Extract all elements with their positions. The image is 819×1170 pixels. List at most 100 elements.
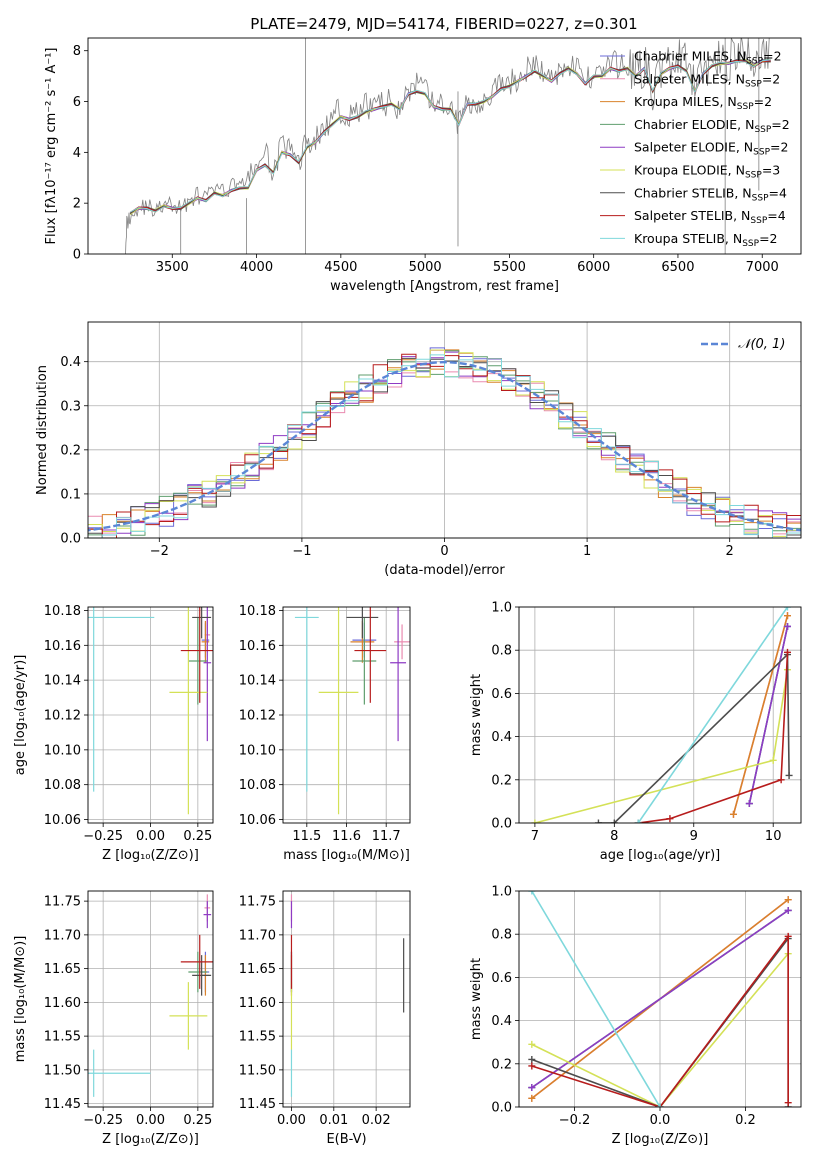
mass-weight-marker [784,932,792,940]
y-tick-label: 0.0 [491,1101,512,1116]
x-tick-label: 0 [440,544,448,559]
axes-frame [87,606,214,824]
legend-label: Chabrier STELIB, NSSP=4 [634,185,787,203]
y-tick-label: 10.10 [239,743,276,758]
x-tick-label: −0.25 [83,829,123,844]
mass-weight-marker [769,756,777,764]
mass-weight-line [732,615,789,815]
mass-weight-marker [785,771,793,779]
x-tick-label: 4000 [240,260,273,275]
mass-weight-marker [784,906,792,914]
legend-nssp: =2 [762,71,780,86]
legend-label: Salpeter STELIB, NSSP=4 [634,208,786,226]
x-tick-label: 6500 [661,260,694,275]
x-axis-label: Z [log₁₀(Z/Z⊙)] [612,1132,709,1147]
x-tick-label: 0.25 [183,1113,212,1128]
gaussian-legend-label: 𝒩(0, 1) [738,337,785,352]
y-tick-label: 11.45 [239,1097,276,1112]
x-tick-label: 7 [531,829,539,844]
mass-weight-marker [777,776,785,784]
axes-spectrum: 3500 4000 4500 5000 5500 6000 6500 7000 0 2 4 6 8 wav… [44,37,802,294]
y-tick-label: 11.75 [239,895,276,910]
mass-weight-marker [528,1055,536,1063]
y-tick-label: 0.4 [491,730,512,745]
y-tick-label: 10.16 [239,639,276,654]
mass-weight-line [638,652,789,823]
y-tick-label: 11.55 [44,1030,81,1045]
x-tick-label: 2 [726,544,734,559]
y-tick-label: 10.06 [44,813,81,828]
x-axis-label: wavelength [Angstrom, rest frame] [330,279,559,294]
axes-weight-vs-age: 7 8 9 10 0.0 0.2 0.4 0.6 0.8 1.0 age [log₁₀(age/yr… [469,601,802,863]
mass-weight-marker [528,1062,536,1070]
axes-residuals: −2 −1 0 1 2 0.0 0.1 0.2 0.3 0.4 (data-model)/error… [35,321,802,578]
legend-subscript: SSP [750,216,767,226]
y-tick-label: 0 [73,248,81,263]
gaussian-reference-curve [88,360,801,532]
x-tick-label: 11.6 [332,829,361,844]
mass-weight-marker [784,1099,792,1107]
y-tick-label: 11.75 [44,895,81,910]
y-axis-label: mass weight [469,958,484,1040]
x-tick-label: 0.00 [136,829,165,844]
residual-histogram-step [88,354,801,538]
x-tick-label: 0.02 [362,1113,391,1128]
y-tick-label: 1.0 [491,601,512,616]
x-tick-label: 0.25 [183,829,212,844]
x-tick-label: 0.00 [136,1113,165,1128]
legend-label: Kroupa MILES, NSSP=2 [634,94,772,112]
legend-nssp: =2 [754,94,772,109]
x-tick-label: 0.2 [735,1113,756,1128]
mass-weight-marker [531,819,539,823]
mass-weight-marker [745,800,753,808]
y-tick-label: 11.60 [44,996,81,1011]
y-axis-label: Normed distribution [35,365,50,495]
y-tick-label: 10.06 [239,813,276,828]
figure-title: PLATE=2479, MJD=54174, FIBERID=0227, z=0… [250,15,637,33]
x-axis-label: mass [log₁₀(M/M⊙)] [283,848,410,863]
plot-area-age-vs-mass [294,607,410,815]
mass-weight-marker [666,815,674,823]
y-tick-label: 0.0 [60,532,81,547]
y-tick-label: 10.18 [239,604,276,619]
y-axis-label: Flux [fλ10⁻¹⁷ erg cm⁻² s⁻¹ A⁻¹] [44,48,59,245]
plot-area-mass-vs-ebv [290,894,405,1097]
mass-weight-marker [528,1040,536,1048]
legend-subscript: SSP [753,148,770,158]
plot-area-weight-vs-z [528,891,792,1107]
model-spectrum-line [129,59,771,215]
legend-subscript: SSP [737,102,754,112]
legend-nssp: =3 [762,163,780,178]
axes-weight-vs-z: −0.2 0.0 0.2 0.0 0.2 0.4 0.6 0.8 1.0 Z [log₁₀(Z/Z… [469,885,802,1147]
y-tick-label: 4 [73,146,81,161]
legend-nssp: =2 [770,140,788,155]
mass-weight-marker [783,607,791,611]
plot-area-weight-vs-age [531,607,793,823]
mass-weight-marker [783,648,791,656]
y-tick-label: 0.8 [491,928,512,943]
y-axis-label: age [log₁₀(age/yr)] [13,655,28,776]
y-tick-label: 0.1 [60,487,81,502]
y-tick-label: 11.55 [239,1030,276,1045]
x-tick-label: 10 [765,829,782,844]
legend-subscript: SSP [746,57,763,67]
x-tick-label: −0.25 [83,1113,123,1128]
legend-label: Salpeter MILES, NSSP=2 [634,71,780,89]
mass-weight-line [637,607,789,823]
y-tick-label: 10.14 [239,674,276,689]
axes-frame [518,606,802,824]
axes-frame [87,890,214,1108]
legend-nssp: =4 [767,208,785,223]
axes-frame [282,890,411,1108]
x-tick-label: 6000 [577,260,610,275]
x-axis-label: (data-model)/error [384,563,505,578]
y-tick-label: 0.4 [491,1014,512,1029]
mass-weight-line [531,891,661,1107]
mass-weight-marker [610,819,618,823]
spectrum-legend: Chabrier MILES, NSSP=2 Salpeter MILES, NS… [600,49,790,249]
x-tick-label: 0.00 [277,1113,306,1128]
y-tick-label: 0.2 [491,1057,512,1072]
legend-label: Chabrier ELODIE, NSSP=2 [634,117,790,135]
x-tick-label: 11.5 [292,829,321,844]
y-tick-label: 10.12 [44,709,81,724]
